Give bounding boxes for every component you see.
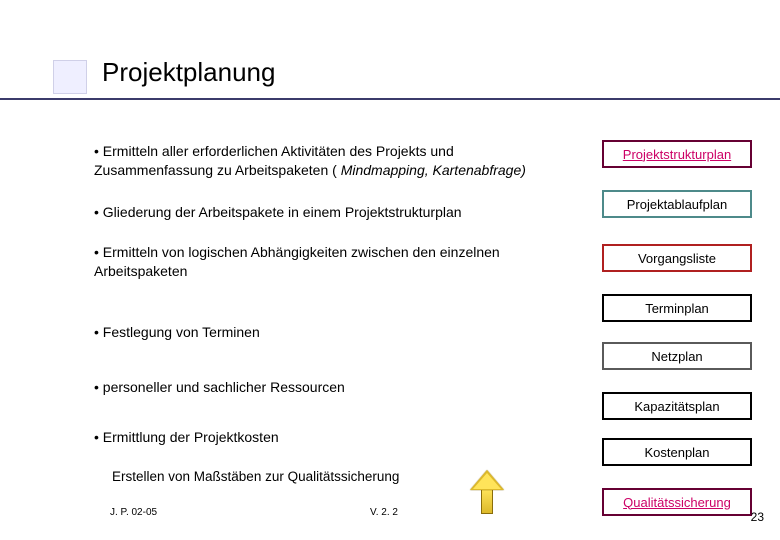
box-terminplan: Terminplan [602, 294, 752, 322]
bullet-3: • Ermitteln von logischen Abhängigkeiten… [94, 243, 564, 281]
box-projektstrukturplan: Projektstrukturplan [602, 140, 752, 168]
bullet-5: • personeller und sachlicher Ressourcen [94, 378, 564, 397]
box-5-label: Kapazitätsplan [634, 399, 719, 414]
arrow-head [470, 470, 504, 490]
bullet-7: Erstellen von Maßstäben zur Qualitätssic… [112, 468, 582, 486]
box-7-label: Qualitätssicherung [623, 495, 731, 510]
box-projektablaufplan: Projektablaufplan [602, 190, 752, 218]
bullet-1: • Ermitteln aller erforderlichen Aktivit… [94, 142, 564, 180]
arrow-up-icon [470, 470, 504, 520]
box-kapazitaetsplan: Kapazitätsplan [602, 392, 752, 420]
title-accent-square [53, 60, 87, 94]
box-0-label: Projektstrukturplan [623, 147, 731, 162]
box-4-label: Netzplan [651, 349, 702, 364]
title-underline [0, 98, 780, 100]
box-2-label: Vorgangsliste [638, 251, 716, 266]
page-number: 23 [751, 510, 764, 524]
bullet-6: • Ermittlung der Projektkosten [94, 428, 564, 447]
footer-center: V. 2. 2 [370, 507, 398, 518]
box-netzplan: Netzplan [602, 342, 752, 370]
box-vorgangsliste: Vorgangsliste [602, 244, 752, 272]
arrow-shaft [481, 488, 493, 514]
footer-left: J. P. 02-05 [110, 507, 157, 518]
slide: Projektplanung • Ermitteln aller erforde… [0, 0, 780, 540]
bullet-1-italic: Mindmapping, Kartenabfrage) [341, 162, 526, 178]
box-kostenplan: Kostenplan [602, 438, 752, 466]
box-1-label: Projektablaufplan [627, 197, 727, 212]
box-qualitaetssicherung: Qualitätssicherung [602, 488, 752, 516]
box-6-label: Kostenplan [644, 445, 709, 460]
bullet-2: • Gliederung der Arbeitspakete in einem … [94, 203, 564, 222]
box-3-label: Terminplan [645, 301, 709, 316]
slide-title: Projektplanung [102, 57, 275, 88]
bullet-4: • Festlegung von Terminen [94, 323, 564, 342]
